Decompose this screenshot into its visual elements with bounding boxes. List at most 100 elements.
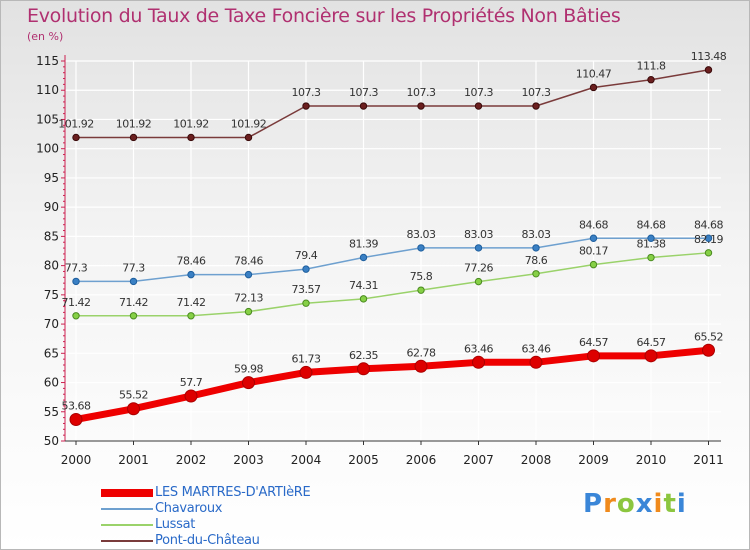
- y-tick-label: 110: [36, 83, 59, 97]
- data-point: [302, 265, 310, 273]
- data-label: 72.13: [234, 292, 263, 305]
- data-point: [127, 402, 140, 416]
- data-label: 101.92: [173, 117, 209, 130]
- data-point: [129, 312, 138, 320]
- data-point: [69, 412, 83, 426]
- data-point: [417, 102, 425, 110]
- data-point: [417, 244, 425, 252]
- data-label: 77.3: [122, 261, 145, 274]
- data-label: 59.98: [234, 363, 263, 376]
- y-tick-label: 85: [44, 229, 59, 243]
- data-label: 111.8: [637, 60, 666, 73]
- data-point: [72, 312, 80, 320]
- data-label: 71.42: [119, 296, 148, 309]
- data-point: [72, 133, 80, 142]
- data-label: 78.46: [234, 255, 263, 268]
- data-label: 61.73: [292, 352, 321, 365]
- data-point: [302, 102, 310, 110]
- data-label: 73.57: [292, 283, 321, 296]
- data-point: [414, 359, 428, 373]
- data-label: 83.03: [522, 228, 551, 241]
- data-label: 101.92: [231, 117, 267, 130]
- data-label: 75.8: [410, 270, 433, 283]
- data-label: 78.6: [525, 254, 548, 267]
- data-point: [129, 277, 138, 286]
- data-label: 81.39: [349, 237, 378, 250]
- data-label: 74.31: [349, 279, 378, 292]
- legend-label: Pont-du-Château: [155, 533, 260, 548]
- y-tick-label: 60: [44, 376, 59, 390]
- logo-letter: x: [635, 489, 654, 519]
- data-point: [244, 307, 253, 316]
- data-label: 84.68: [694, 218, 723, 231]
- data-point: [532, 102, 540, 110]
- y-tick-label: 100: [36, 142, 59, 156]
- data-point: [474, 102, 483, 110]
- data-label: 78.46: [177, 255, 206, 268]
- logo-letter: i: [676, 489, 687, 519]
- data-label: 101.92: [116, 117, 152, 130]
- chart-title: Evolution du Taux de Taxe Foncière sur l…: [27, 5, 621, 27]
- data-point: [129, 133, 138, 142]
- data-label: 80.17: [579, 245, 608, 258]
- x-tick-label: 2005: [348, 453, 379, 467]
- logo-letter: i: [653, 489, 664, 519]
- data-label: 83.03: [407, 228, 436, 241]
- data-point: [184, 389, 198, 403]
- data-label: 55.52: [119, 389, 148, 402]
- data-point: [702, 343, 715, 357]
- data-point: [529, 355, 543, 369]
- series-line: [72, 346, 712, 423]
- data-point: [532, 244, 540, 252]
- data-point: [417, 286, 425, 294]
- logo-letter: t: [663, 489, 677, 519]
- data-point: [244, 270, 253, 279]
- data-label: 107.3: [292, 86, 321, 99]
- series-line: [75, 69, 710, 139]
- series-line: [75, 252, 710, 317]
- data-label: 81.38: [637, 238, 666, 251]
- y-tick-label: 70: [44, 317, 59, 331]
- y-tick-label: 55: [44, 405, 59, 419]
- data-label: 107.3: [407, 86, 436, 99]
- y-tick-label: 75: [44, 288, 59, 302]
- data-label: 107.3: [522, 86, 551, 99]
- x-tick-label: 2010: [636, 453, 667, 467]
- data-label: 63.46: [464, 342, 493, 355]
- x-tick-label: 2006: [406, 453, 437, 467]
- logo-letter: P: [583, 489, 604, 519]
- data-label: 65.52: [694, 330, 723, 343]
- data-label: 82.19: [694, 233, 723, 246]
- y-tick-label: 90: [44, 200, 59, 214]
- data-label: 71.42: [62, 296, 91, 309]
- data-point: [187, 133, 195, 142]
- data-label: 62.35: [349, 349, 378, 362]
- logo-letter: r: [603, 489, 617, 519]
- legend-label: Lussat: [155, 517, 196, 532]
- x-tick-label: 2007: [463, 453, 494, 467]
- x-tick-label: 2008: [521, 453, 552, 467]
- proxiti-logo: Proxiti: [583, 489, 687, 519]
- data-point: [647, 253, 655, 262]
- data-label: 107.3: [464, 86, 493, 99]
- data-point: [299, 365, 313, 379]
- data-point: [587, 349, 600, 363]
- x-tick-label: 2009: [578, 453, 609, 467]
- data-point: [589, 83, 598, 92]
- data-label: 77.3: [65, 261, 88, 274]
- logo-letter: o: [616, 489, 636, 519]
- x-tick-label: 2001: [118, 453, 149, 467]
- legend-swatch: [101, 540, 153, 542]
- x-tick-label: 2003: [233, 453, 264, 467]
- data-point: [589, 234, 598, 242]
- data-label: 71.42: [177, 296, 206, 309]
- data-point: [532, 270, 540, 278]
- data-point: [244, 133, 253, 142]
- data-label: 64.57: [637, 336, 666, 349]
- data-point: [242, 376, 255, 390]
- series-line: [75, 237, 710, 283]
- data-label: 62.78: [407, 346, 436, 359]
- data-label: 77.26: [464, 262, 493, 275]
